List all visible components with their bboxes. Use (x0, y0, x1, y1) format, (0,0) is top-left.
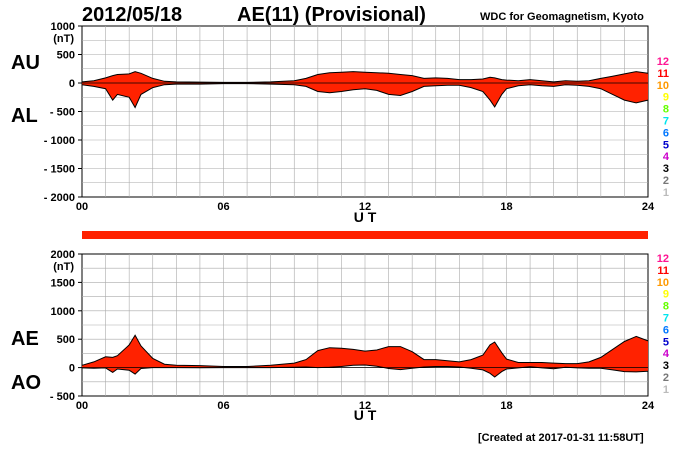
au-label: AU (11, 52, 40, 74)
station-count-11: 11 (657, 68, 669, 80)
x-tick-label: 12 (359, 400, 371, 412)
station-count-8: 8 (663, 104, 669, 116)
ae-ao-x-tick-labels: 00 06 12 18 24 (76, 400, 655, 412)
station-count-4: 4 (663, 151, 670, 163)
y-tick-label: - 500 (50, 391, 75, 403)
y-tick-label: 0 (69, 363, 75, 375)
station-count-4: 4 (663, 348, 670, 360)
y-tick-label: - 1500 (44, 164, 75, 176)
created-timestamp: [Created at 2017-01-31 11:58UT] (478, 432, 644, 444)
x-tick-label: 12 (359, 201, 371, 213)
station-count-7: 7 (663, 116, 669, 128)
ao-label: AO (11, 372, 41, 394)
y-tick-label: 0 (69, 78, 75, 90)
x-tick-label: 00 (76, 400, 88, 412)
station-count-5: 5 (663, 139, 669, 151)
y-tick-label: - 500 (50, 107, 75, 119)
ae-ao-x-axis-label: U T (354, 407, 377, 423)
station-count-6: 6 (663, 127, 669, 139)
x-tick-label: 18 (500, 400, 512, 412)
au-al-x-axis-label: U T (354, 209, 377, 225)
ae-ao-grid (81, 253, 649, 397)
x-tick-label: 24 (642, 400, 655, 412)
source-label: WDC for Geomagnetism, Kyoto (480, 11, 644, 23)
au-al-grid (81, 25, 649, 198)
y-tick-label: 1500 (51, 277, 75, 289)
station-count-11: 11 (657, 265, 669, 277)
station-count-3: 3 (663, 163, 669, 175)
x-tick-label: 18 (500, 201, 512, 213)
station-count-9: 9 (663, 289, 669, 301)
station-count-8: 8 (663, 301, 669, 313)
series-line-au (81, 71, 649, 83)
ae-ao-unit-label: (nT) (53, 261, 74, 273)
y-tick-label: 1000 (51, 21, 75, 33)
al-label: AL (11, 105, 38, 127)
x-tick-label: 00 (76, 201, 88, 213)
au-al-x-tick-labels: 00 06 12 18 24 (76, 201, 655, 213)
y-tick-label: 500 (57, 50, 75, 62)
y-tick-label: 1000 (51, 306, 75, 318)
au-al-area (81, 71, 649, 109)
y-tick-label: 2000 (51, 249, 75, 261)
ae-label: AE (11, 328, 39, 350)
station-count-5: 5 (663, 336, 669, 348)
y-tick-label: - 2000 (44, 192, 75, 204)
au-al-y-tick-labels: 1000 500 0 - 500 - 1000 - 1500 - 2000 (44, 21, 82, 204)
station-count-3: 3 (663, 360, 669, 372)
station-count-7: 7 (663, 313, 669, 325)
ae-ao-y-tick-labels: 2000 1500 1000 500 0 - 500 (50, 249, 82, 403)
station-count-1: 1 (663, 187, 669, 199)
series-line-al (81, 83, 649, 109)
data-coverage-bar (82, 231, 648, 239)
x-tick-label: 06 (217, 201, 229, 213)
y-tick-label: - 1000 (44, 135, 75, 147)
station-count-9: 9 (663, 92, 669, 104)
station-count-10: 10 (657, 80, 669, 92)
station-count-12: 12 (657, 253, 669, 265)
chart-title: AE(11) (Provisional) (237, 4, 426, 26)
station-count-2: 2 (663, 175, 669, 187)
series-line-ae (81, 334, 649, 367)
station-count-10: 10 (657, 277, 669, 289)
date-label: 2012/05/18 (82, 4, 183, 26)
x-tick-label: 06 (217, 400, 229, 412)
au-al-unit-label: (nT) (53, 33, 74, 45)
y-tick-label: 500 (57, 334, 75, 346)
station-count-12: 12 (657, 56, 669, 68)
station-count-6: 6 (663, 324, 669, 336)
station-count-2: 2 (663, 372, 669, 384)
ae-ao-area (81, 334, 649, 378)
x-tick-label: 24 (642, 201, 655, 213)
station-count-1: 1 (663, 384, 669, 396)
